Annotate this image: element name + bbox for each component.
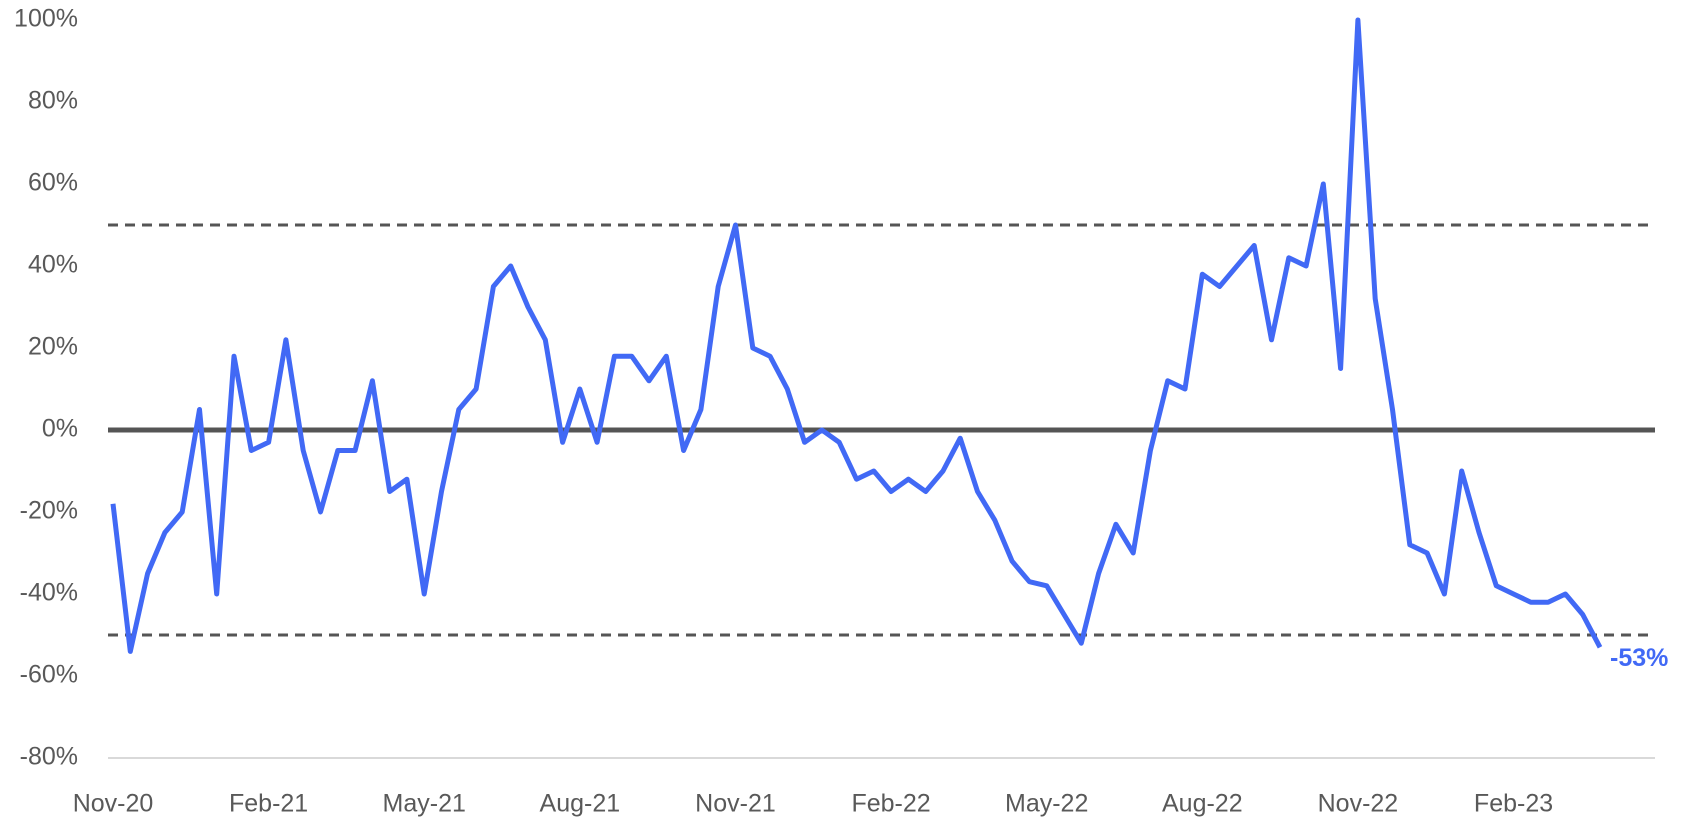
x-tick-label: Aug-21: [540, 790, 621, 818]
x-tick-label: Aug-22: [1162, 790, 1243, 818]
y-tick-label: 0%: [42, 415, 78, 443]
y-tick-label: 20%: [28, 333, 78, 361]
x-tick-label: Feb-21: [229, 790, 308, 818]
y-tick-label: -20%: [20, 497, 78, 525]
x-tick-label: Nov-21: [695, 790, 776, 818]
y-tick-label: -80%: [20, 743, 78, 771]
x-tick-label: May-21: [383, 790, 466, 818]
y-tick-label: -40%: [20, 579, 78, 607]
series-line: [110, 17, 1603, 654]
x-tick-label: Nov-20: [73, 790, 154, 818]
x-tick-label: Feb-22: [851, 790, 930, 818]
y-tick-label: -60%: [20, 661, 78, 689]
y-tick-label: 80%: [28, 87, 78, 115]
y-tick-label: 40%: [28, 251, 78, 279]
y-tick-label: 60%: [28, 169, 78, 197]
x-tick-label: Nov-22: [1318, 790, 1399, 818]
x-tick-label: Feb-23: [1474, 790, 1553, 818]
y-tick-label: 100%: [14, 5, 78, 33]
x-tick-label: May-22: [1005, 790, 1088, 818]
value-label: -53%: [1610, 644, 1668, 672]
